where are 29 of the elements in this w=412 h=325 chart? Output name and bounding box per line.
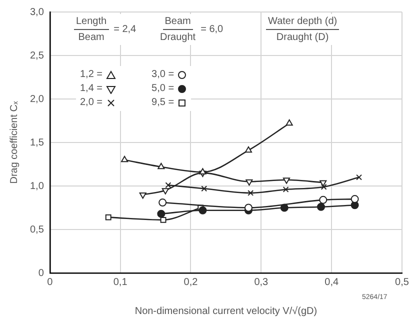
legend-label: 2,0 = <box>80 97 103 108</box>
annotation: Draught <box>160 31 196 43</box>
legend-label: 3,0 = <box>152 69 174 80</box>
annotation: = 2,4 <box>114 24 136 35</box>
legend-label: 1,4 = <box>80 83 103 94</box>
annotation: Water depth (d) <box>266 16 340 30</box>
annotation: = 6,0 <box>200 24 224 35</box>
y-tick-label: 3,0 <box>30 6 44 18</box>
x-tick-label: 0,2 <box>184 276 198 288</box>
annotation: Beam <box>162 16 193 30</box>
x-axis-title: Non-dimensional current velocity V/√(gD) <box>134 306 318 317</box>
annotation: Length <box>74 16 109 30</box>
x-tick-label: 0,1 <box>113 276 128 288</box>
annotation: Draught (D) <box>276 31 329 43</box>
x-tick-label: 0 <box>47 276 54 288</box>
legend-label: 1,2 = <box>80 69 103 80</box>
legend-label: 9,5 = <box>152 97 174 108</box>
x-tick-label: 0,4 <box>324 276 339 288</box>
y-axis-title: Drag coefficient Cₓ <box>8 100 20 184</box>
annotation: Beam <box>78 31 104 43</box>
y-tick-label: 2,5 <box>30 50 44 62</box>
y-tick-label: 2,0 <box>30 94 44 105</box>
y-tick-label: 0 <box>38 268 44 279</box>
x-tick-label: 0,3 <box>254 276 269 288</box>
y-tick-label: 1,0 <box>30 180 44 192</box>
legend-label: 5,0 = <box>152 83 174 94</box>
y-tick-label: 0,5 <box>30 224 44 236</box>
y-tick-label: 1,5 <box>30 137 44 148</box>
x-tick-label: 0,5 <box>395 276 410 288</box>
